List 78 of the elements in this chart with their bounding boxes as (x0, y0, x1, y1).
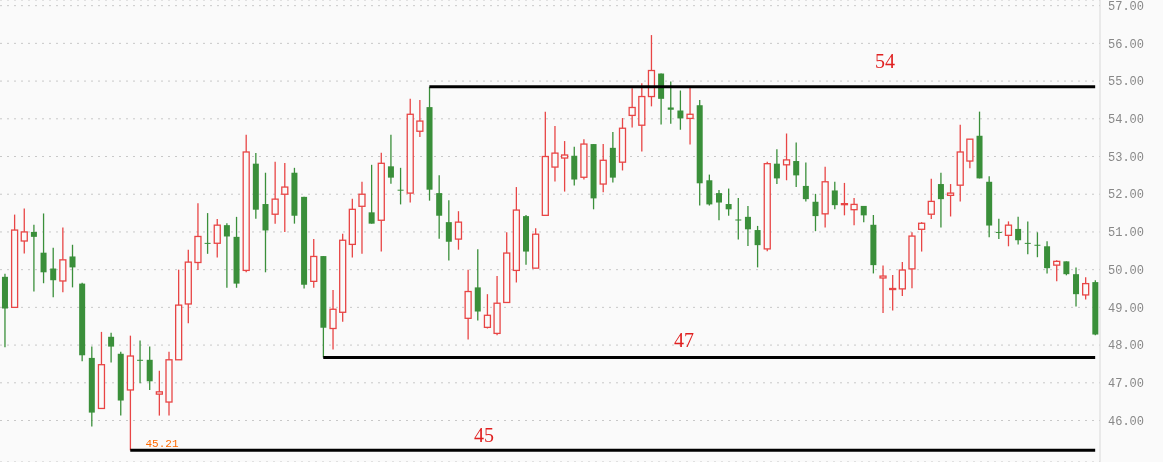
candlestick (551, 125, 559, 183)
candlestick (483, 293, 492, 330)
annotation: 45.21 (145, 437, 179, 450)
annotation: 45 (474, 424, 494, 447)
candlestick (59, 226, 67, 293)
candlestick (946, 183, 955, 218)
candlestick (744, 205, 751, 247)
candlestick (735, 197, 742, 241)
candlestick (204, 212, 211, 255)
y-tick-label: 47.00 (1108, 377, 1145, 392)
candlestick (387, 133, 394, 185)
candlestick (1082, 276, 1090, 301)
candlestick (223, 222, 230, 289)
y-tick-label: 55.00 (1108, 75, 1145, 90)
candlestick (840, 182, 849, 216)
candlestick (716, 189, 722, 221)
candlestick (782, 132, 791, 181)
candlestick (793, 141, 800, 188)
candlestick (686, 85, 694, 146)
candlestick (445, 199, 452, 262)
candlestick (889, 274, 897, 312)
candlestick (146, 345, 153, 391)
candlestick (20, 207, 28, 255)
candlestick (1015, 216, 1022, 246)
candlestick (831, 181, 838, 210)
candlestick (1053, 259, 1061, 282)
y-tick-label: 49.00 (1108, 301, 1145, 316)
candlestick (397, 167, 404, 206)
candlestick (40, 212, 47, 284)
y-tick-label: 46.00 (1108, 414, 1145, 429)
annotation: 47 (674, 328, 694, 351)
candlestick (69, 244, 76, 289)
candlestick (50, 247, 57, 298)
candlestick (1044, 240, 1051, 275)
candlestick (358, 181, 366, 255)
candlestick (271, 161, 279, 225)
candlestick (454, 210, 463, 251)
candlestick (599, 143, 607, 193)
candlestick (108, 331, 115, 364)
candlestick (879, 264, 887, 314)
candlestick (368, 164, 375, 225)
candlestick (667, 80, 674, 125)
candlestick (571, 146, 578, 187)
candlestick (917, 221, 926, 253)
candlestick (137, 339, 144, 384)
candlestick (812, 193, 819, 232)
candlestick (850, 197, 858, 226)
candlestick (155, 370, 163, 417)
candlestick (1024, 220, 1031, 255)
candlestick (213, 218, 221, 259)
candlestick (1004, 220, 1013, 247)
candlestick (754, 225, 761, 269)
candlestick (927, 178, 935, 220)
candlestick (725, 187, 732, 217)
candlestick (937, 172, 944, 229)
candlestick (628, 87, 636, 129)
candlestick (966, 138, 974, 169)
candlestick (560, 140, 569, 193)
candlestick (995, 218, 1002, 240)
y-tick-label: 56.00 (1108, 37, 1145, 52)
candlestick (436, 174, 443, 240)
y-tick-label: 52.00 (1108, 188, 1145, 203)
candlestick (416, 99, 424, 138)
y-tick-label: 54.00 (1108, 113, 1145, 128)
candlestick (898, 261, 906, 297)
candlestick (1034, 231, 1041, 258)
candlestick (773, 148, 780, 185)
candlestick (281, 162, 289, 233)
y-tick-label: 53.00 (1108, 150, 1145, 165)
y-tick-label: 50.00 (1108, 263, 1145, 278)
candlestick (1073, 266, 1080, 308)
y-tick-label: 51.00 (1108, 226, 1145, 241)
y-tick-label: 57.00 (1108, 0, 1145, 14)
candlestick (329, 289, 337, 351)
candlestick (802, 161, 809, 203)
candlestick (30, 224, 37, 293)
annotation: 54 (875, 49, 895, 72)
y-tick-label: 48.00 (1108, 339, 1145, 354)
